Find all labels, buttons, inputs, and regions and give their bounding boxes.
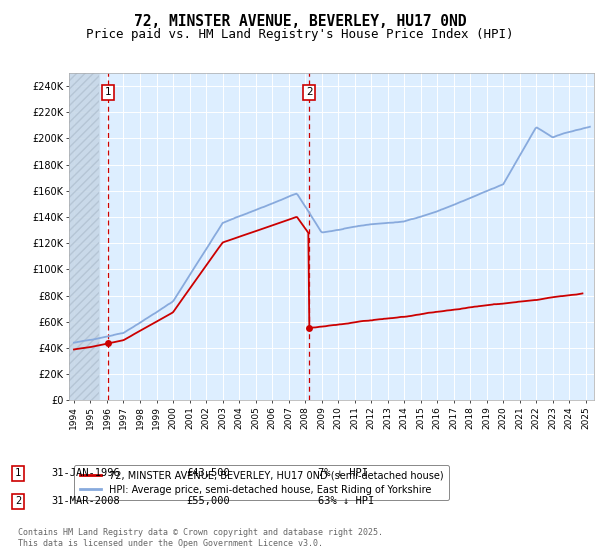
Legend: 72, MINSTER AVENUE, BEVERLEY, HU17 0ND (semi-detached house), HPI: Average price: 72, MINSTER AVENUE, BEVERLEY, HU17 0ND (…	[74, 465, 449, 501]
Text: 31-MAR-2008: 31-MAR-2008	[51, 496, 120, 506]
Text: £55,000: £55,000	[186, 496, 230, 506]
Text: 63% ↓ HPI: 63% ↓ HPI	[318, 496, 374, 506]
Text: 31-JAN-1996: 31-JAN-1996	[51, 468, 120, 478]
Text: Contains HM Land Registry data © Crown copyright and database right 2025.
This d: Contains HM Land Registry data © Crown c…	[18, 528, 383, 548]
Text: £43,500: £43,500	[186, 468, 230, 478]
Text: 1: 1	[105, 87, 112, 97]
Text: 7% ↓ HPI: 7% ↓ HPI	[318, 468, 368, 478]
Bar	[69, 73, 99, 400]
Text: 72, MINSTER AVENUE, BEVERLEY, HU17 0ND: 72, MINSTER AVENUE, BEVERLEY, HU17 0ND	[134, 14, 466, 29]
Text: 2: 2	[306, 87, 313, 97]
Bar	[69, 73, 99, 400]
Text: Price paid vs. HM Land Registry's House Price Index (HPI): Price paid vs. HM Land Registry's House …	[86, 28, 514, 41]
Text: 2: 2	[15, 496, 21, 506]
Text: 1: 1	[15, 468, 21, 478]
